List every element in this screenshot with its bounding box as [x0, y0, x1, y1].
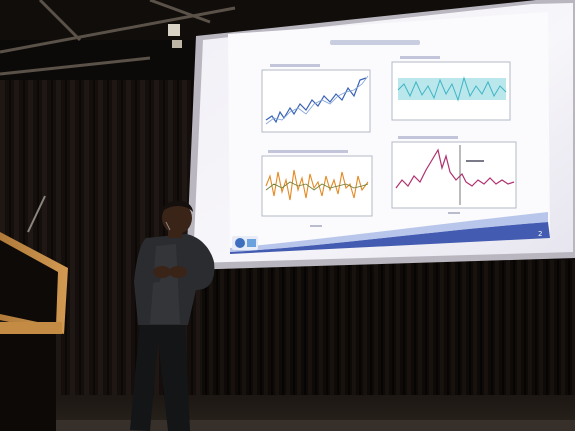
ceiling-fixture: [172, 40, 182, 48]
chart-bottom-left: [261, 150, 373, 217]
ceiling-rigging: [0, 0, 236, 76]
chart-top-right: [391, 56, 511, 121]
slide: 2: [228, 12, 550, 254]
slide-logo: [232, 236, 258, 250]
podium: [0, 195, 68, 431]
stage-edge: [45, 420, 575, 431]
slide-footer-wave: [230, 222, 550, 254]
chart-bottom-right: [391, 136, 517, 209]
speaker: [130, 200, 215, 431]
slide-page-number: 2: [538, 230, 542, 238]
chart-top-left: [261, 64, 371, 133]
slide-title-line: [330, 40, 420, 45]
ceiling-light-box: [168, 24, 180, 36]
